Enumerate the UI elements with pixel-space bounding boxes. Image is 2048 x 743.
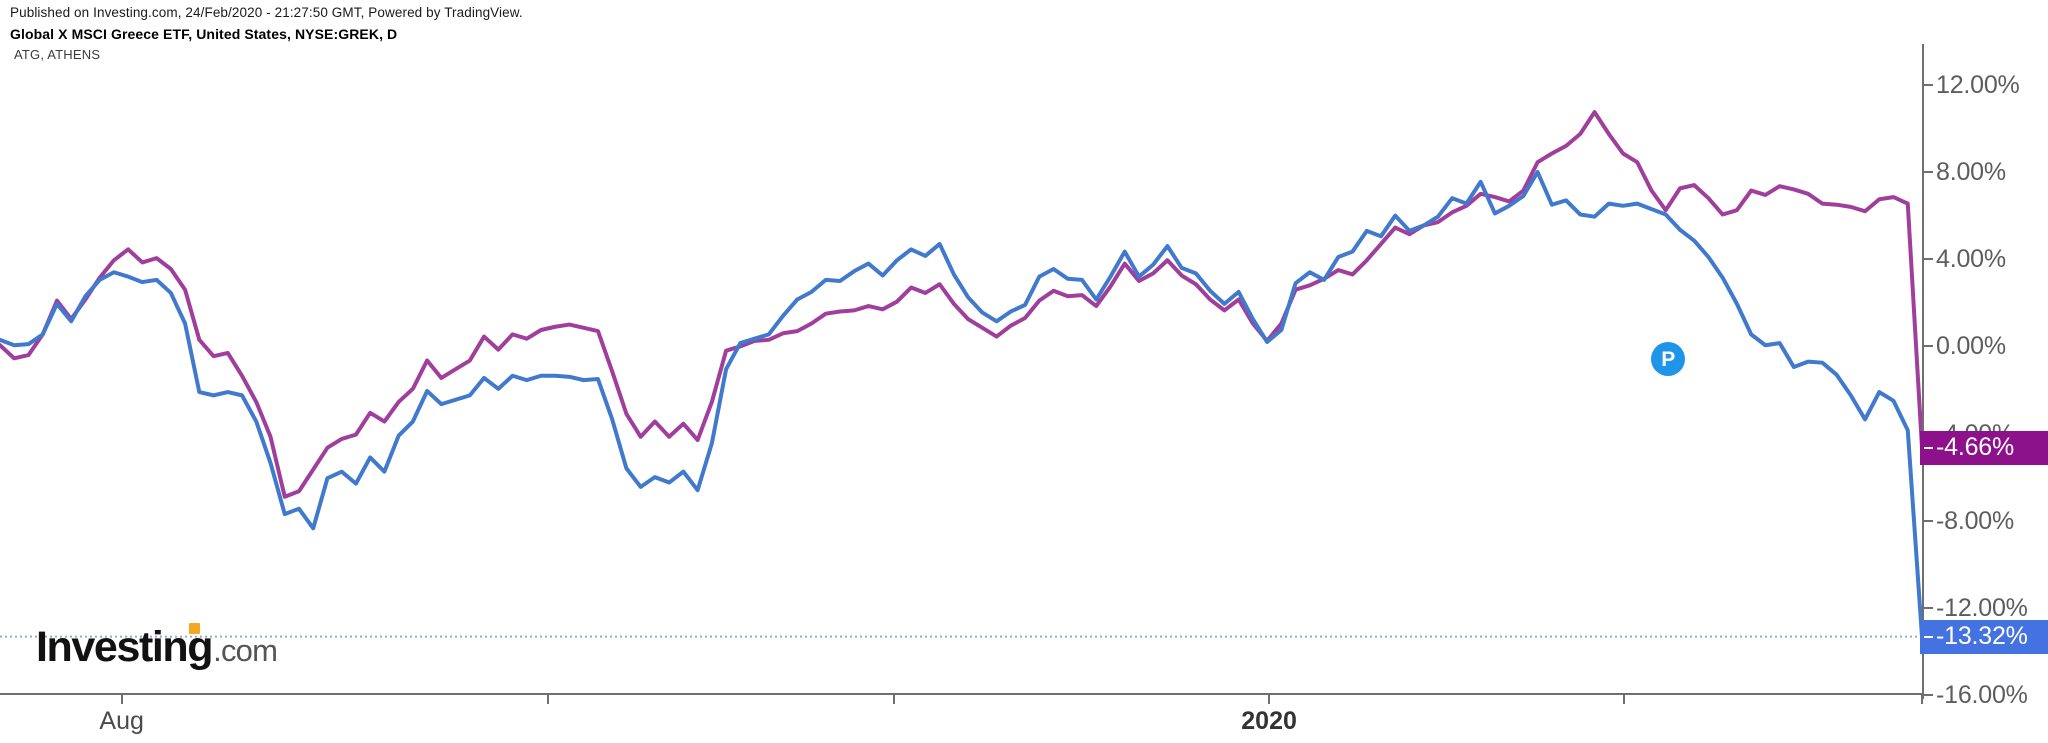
series-line-atg-athens [0,110,1922,499]
time-axis-tick [120,695,123,704]
price-axis-tick [1924,258,1933,261]
time-axis-tick-label: Aug [99,707,144,735]
badge-value-label: -13.32% [1936,622,2028,651]
time-axis-line [0,693,1924,695]
time-axis-tick [1921,695,1923,704]
time-axis-tick [892,695,895,704]
watermark-text: Investing [36,623,214,671]
watermark-wordmark: Investing [36,623,214,671]
instrument-title: Global X MSCI Greece ETF, United States,… [10,26,398,42]
price-axis-tick [1924,606,1933,609]
time-axis-tick [1268,695,1271,704]
price-axis-tick-label: 4.00% [1936,245,2006,274]
series-legend-label: ATG, ATHENS [14,47,101,62]
time-axis: Aug 2020 [0,693,1924,743]
series-plot [0,110,1922,639]
badge-value-label: -4.66% [1936,433,2015,462]
time-axis-tick-label: 2020 [1241,707,1297,735]
price-axis-tick-label: -12.00% [1936,593,2028,622]
price-axis: 12.00%8.00%4.00%0.00%-4.00%-8.00%-12.00%… [1920,44,2048,708]
watermark-orange-dot-icon [189,623,200,634]
price-axis-tick-label: -8.00% [1936,506,2015,535]
price-axis-tick [1924,83,1933,86]
time-axis-tick [546,695,549,704]
price-axis-tick-label: 12.00% [1936,70,2020,99]
badge-tick-icon [1924,446,1933,449]
last-price-badge-grek[interactable]: -13.32% [1920,619,2048,654]
price-axis-tick [1924,519,1933,522]
price-axis-tick [1924,171,1933,174]
time-axis-tick [1623,695,1626,704]
price-axis-tick-label: 0.00% [1936,332,2006,361]
last-price-badge-atg[interactable]: -4.66% [1920,430,2048,465]
investing-com-watermark: Investing .com [36,623,278,671]
price-axis-tick [1924,694,1933,696]
price-axis-tick-label: -16.00% [1936,681,2028,709]
price-axis-tick-label: 8.00% [1936,158,2006,187]
series-line-nyse-grek [0,170,1922,639]
price-axis-line [1922,44,1924,699]
watermark-tld: .com [213,633,278,668]
chart-header: Published on Investing.com, 24/Feb/2020 … [10,4,1210,43]
plot-area: P [0,50,1922,695]
badge-tick-icon [1924,635,1933,638]
published-line: Published on Investing.com, 24/Feb/2020 … [10,5,523,20]
price-axis-tick [1924,345,1933,348]
publication-marker-icon[interactable]: P [1651,342,1686,377]
